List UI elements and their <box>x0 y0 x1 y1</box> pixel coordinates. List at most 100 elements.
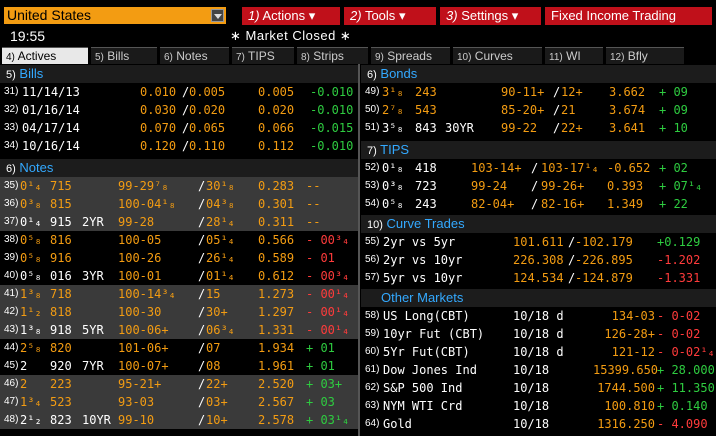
row-highlight <box>0 321 358 339</box>
slash-separator: / <box>198 269 206 283</box>
actions-menu[interactable]: 1) Actions ▾ <box>242 7 340 25</box>
section-number: 6) <box>367 69 377 81</box>
tips-header[interactable]: 7) TIPS <box>361 141 716 159</box>
yield: 0.066 <box>258 121 295 135</box>
tab-number: 9) <box>375 52 384 63</box>
settings-menu[interactable]: 3) Settings ▾ <box>440 7 541 25</box>
ask-price: 10+ <box>206 413 228 427</box>
ask-price: 06³₄ <box>206 323 235 337</box>
curve-label: 2yr vs 5yr <box>383 235 456 249</box>
row-number: 57) <box>365 272 380 283</box>
change: + 09 <box>659 85 688 99</box>
row-number: 41) <box>4 288 19 299</box>
market-date: 10/18 d <box>513 327 564 341</box>
tab-notes[interactable]: 6) Notes <box>160 47 229 64</box>
bid-price: 90-11+ <box>501 85 545 99</box>
bonds-header[interactable]: 6) Bonds <box>361 65 716 83</box>
change: -1.202 <box>657 253 701 267</box>
bill-date: 11/14/13 <box>22 85 80 99</box>
slash-separator: / <box>531 197 539 211</box>
tab-bills[interactable]: 5) Bills <box>91 47 157 64</box>
tab-curves[interactable]: 10) Curves <box>453 47 542 64</box>
maturity: 243 <box>415 197 437 211</box>
ask-price: 04³₈ <box>206 197 235 211</box>
tab-strips[interactable]: 8) Strips <box>297 47 368 64</box>
row-number: 45) <box>4 360 19 371</box>
yield: 0.283 <box>258 179 295 193</box>
maturity: 818 <box>50 305 72 319</box>
yield: 0.589 <box>258 251 295 265</box>
chevron-down-icon[interactable] <box>211 9 224 22</box>
ask-price: 07 <box>206 341 221 355</box>
tab-label: Strips <box>313 49 344 63</box>
tab-bfly[interactable]: 12) Bfly <box>606 47 684 64</box>
benchmark-tag: 3YR <box>82 269 104 283</box>
bid-price: 0.120 <box>140 139 177 153</box>
coupon: 2⁷₈ <box>382 103 404 117</box>
row-highlight <box>0 303 358 321</box>
yield: 0.311 <box>258 215 295 229</box>
row-number: 37) <box>4 216 19 227</box>
tab-tips[interactable]: 7) TIPS <box>232 47 294 64</box>
bid-price: 103-14+ <box>471 161 522 175</box>
fixed-income-trading-button[interactable]: Fixed Income Trading <box>545 7 712 25</box>
ask-price: 12+ <box>561 85 583 99</box>
slash-separator: / <box>198 233 206 247</box>
slash-separator: / <box>198 323 206 337</box>
maturity: 543 <box>415 103 437 117</box>
market-date: 10/18 d <box>513 345 564 359</box>
market-price: 1316.250 <box>597 417 655 431</box>
slash-separator: / <box>198 305 206 319</box>
row-number: 47) <box>4 396 19 407</box>
benchmark-tag: 30YR <box>445 121 474 135</box>
tab-wi[interactable]: 11) WI <box>545 47 603 64</box>
tools-menu[interactable]: 2) Tools ▾ <box>344 7 436 25</box>
tab-number: 5) <box>95 52 104 63</box>
slash-separator: / <box>182 139 190 153</box>
yield: 1.331 <box>258 323 295 337</box>
bill-date: 10/16/14 <box>22 139 80 153</box>
slash-separator: / <box>553 121 561 135</box>
change: - 00¹₄ <box>306 305 350 319</box>
bills-header[interactable]: 5) Bills <box>0 65 358 83</box>
tab-label: Actives <box>17 49 57 63</box>
other-markets-header[interactable]: Other Markets <box>361 289 716 307</box>
tab-actives[interactable]: 4) Actives <box>2 47 88 64</box>
change: - 00¹₄ <box>306 287 350 301</box>
slash-separator: / <box>568 253 576 267</box>
maturity: 920 <box>50 359 72 373</box>
yield: 3.662 <box>609 85 646 99</box>
slash-separator: / <box>198 287 206 301</box>
tab-spreads[interactable]: 9) Spreads <box>371 47 450 64</box>
maturity: 715 <box>50 179 72 193</box>
maturity: 723 <box>415 179 437 193</box>
slash-separator: / <box>553 103 561 117</box>
chevron-down-icon: ▾ <box>308 8 316 23</box>
notes-header[interactable]: 6) Notes <box>0 159 358 177</box>
change: -0.010 <box>310 85 354 99</box>
row-number: 48) <box>4 414 19 425</box>
bid-spread: 101.611 <box>513 235 564 249</box>
change: + 09 <box>659 103 688 117</box>
curve-trades-header[interactable]: 10) Curve Trades <box>361 215 716 233</box>
row-number: 43) <box>4 324 19 335</box>
row-number: 63) <box>365 400 380 411</box>
bill-date: 01/16/14 <box>22 103 80 117</box>
row-number: 59) <box>365 328 380 339</box>
yield: 1.349 <box>607 197 644 211</box>
change: -0.015 <box>310 121 354 135</box>
section-title: Other Markets <box>381 290 464 305</box>
coupon: 3⁵₈ <box>382 121 404 135</box>
row-number: 62) <box>365 382 380 393</box>
tab-label: Curves <box>474 49 513 63</box>
country-selector[interactable]: United States <box>4 7 226 24</box>
change: - 0-02¹₄ <box>657 345 715 359</box>
chevron-down-icon: ▾ <box>398 8 406 23</box>
yield: 0.612 <box>258 269 295 283</box>
row-highlight <box>0 177 358 195</box>
maturity: 915 <box>50 215 72 229</box>
panel-divider <box>358 64 360 436</box>
maturity: 418 <box>415 161 437 175</box>
change: -0.010 <box>310 103 354 117</box>
ask-price: 03+ <box>206 395 228 409</box>
